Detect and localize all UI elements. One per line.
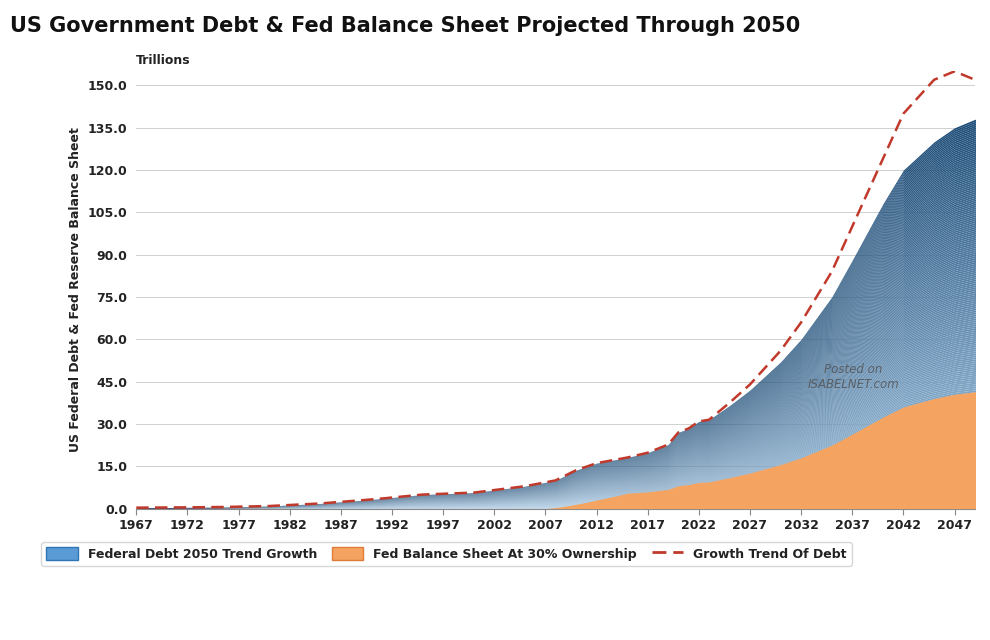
Y-axis label: US Federal Debt & Fed Reserve Balance Sheet: US Federal Debt & Fed Reserve Balance Sh… <box>69 127 82 452</box>
Text: Trillions: Trillions <box>137 54 191 67</box>
Text: Posted on
ISABELNET.com: Posted on ISABELNET.com <box>808 364 899 392</box>
Legend: Federal Debt 2050 Trend Growth, Fed Balance Sheet At 30% Ownership, Growth Trend: Federal Debt 2050 Trend Growth, Fed Bala… <box>42 542 851 566</box>
Text: US Government Debt & Fed Balance Sheet Projected Through 2050: US Government Debt & Fed Balance Sheet P… <box>10 16 800 36</box>
